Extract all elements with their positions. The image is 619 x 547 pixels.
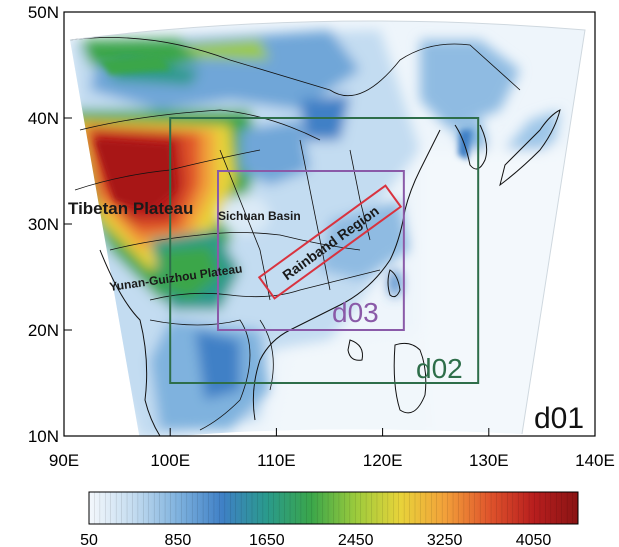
colorbar-tick-label: 850 xyxy=(165,532,192,547)
colorbar-labels: 50 850 1650 2450 3250 4050 xyxy=(80,532,551,547)
d03-domain-box xyxy=(216,170,405,331)
coastlines xyxy=(99,109,561,436)
lat-tick-label: 40N xyxy=(28,109,59,128)
colorbar-fill xyxy=(89,492,578,524)
lat-tick-label: 50N xyxy=(28,3,59,22)
colorbar-tick-label: 4050 xyxy=(516,532,552,547)
lon-tick-label: 140E xyxy=(575,451,615,470)
d01-domain-edge xyxy=(69,20,586,435)
lon-tick-label: 130E xyxy=(469,451,509,470)
lat-tick-label: 20N xyxy=(28,321,59,340)
axis-ticks: 90E 100E 110E 120E 130E 140E 10N 20N 30N 40N 50N xyxy=(28,3,615,470)
colorbar-tick-label: 50 xyxy=(80,532,98,547)
d02-domain-box xyxy=(169,117,480,384)
d01-label: d01 xyxy=(534,402,584,435)
colorbar-tick-label: 1650 xyxy=(249,532,285,547)
sichuan-basin-label: Sichuan Basin xyxy=(218,209,301,223)
lat-tick-label: 30N xyxy=(28,215,59,234)
lon-tick-label: 120E xyxy=(363,451,403,470)
colorbar-divisions xyxy=(94,492,573,524)
lon-tick-label: 90E xyxy=(49,451,79,470)
colorbar-frame xyxy=(88,491,579,525)
d03-label: d03 xyxy=(332,297,379,328)
lon-tick-label: 100E xyxy=(150,451,190,470)
tibetan-plateau-label: Tibetan Plateau xyxy=(68,199,193,218)
lat-tick-label: 10N xyxy=(28,427,59,446)
d02-label: d02 xyxy=(416,353,463,384)
colorbar: 50 850 1650 2450 3250 4050 xyxy=(80,491,579,547)
boundary-lines xyxy=(69,37,521,431)
colorbar-tick-label: 3250 xyxy=(427,532,463,547)
lon-tick-label: 110E xyxy=(257,451,295,470)
colorbar-tick-label: 2450 xyxy=(338,532,374,547)
